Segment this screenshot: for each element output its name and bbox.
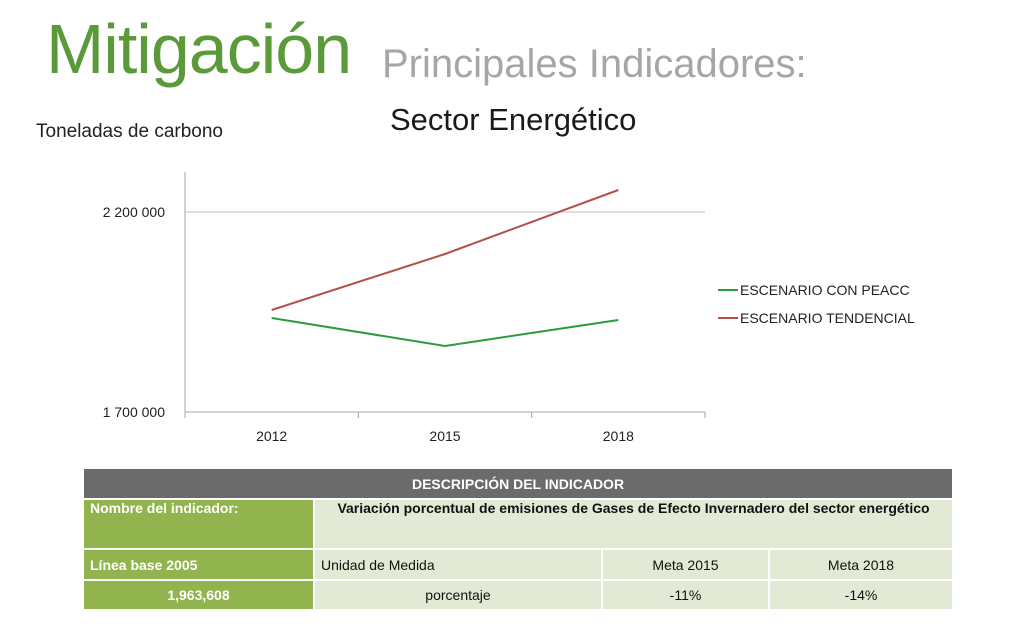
page-title: Mitigación <box>46 10 352 88</box>
goal-2015-value: -11% <box>601 579 770 611</box>
y-tick-label: 2 200 000 <box>103 204 165 220</box>
indicator-name-value: Variación porcentual de emisiones de Gas… <box>312 498 955 550</box>
chart-title: Sector Energético <box>390 102 637 137</box>
legend-label: ESCENARIO CON PEACC <box>740 282 910 298</box>
indicator-table: DESCRIPCIÓN DEL INDICADOR Nombre del ind… <box>81 467 955 611</box>
goal-2018-value: -14% <box>767 579 955 611</box>
baseline-value: 1,963,608 <box>82 579 315 611</box>
x-tick-label: 2018 <box>603 428 634 444</box>
line-chart: 1 700 000 2 200 000 2012 2015 2018 ESCENARIO … <box>103 172 915 444</box>
series-line-2 <box>271 189 619 311</box>
x-tick-label: 2015 <box>429 428 460 444</box>
legend-label: ESCENARIO TENDENCIAL <box>740 310 915 326</box>
y-axis-label: Toneladas de carbono <box>36 121 223 142</box>
page-subtitle: Principales Indicadores: <box>382 42 807 86</box>
baseline-label: Línea base 2005 <box>82 548 315 581</box>
unit-value: porcentaje <box>313 579 603 611</box>
unit-label: Unidad de Medida <box>313 548 603 581</box>
indicator-name-label: Nombre del indicador: <box>82 498 315 550</box>
table-header: DESCRIPCIÓN DEL INDICADOR <box>81 467 955 500</box>
goal-2015-label: Meta 2015 <box>601 548 770 581</box>
series-line-1 <box>271 317 619 348</box>
goal-2018-label: Meta 2018 <box>767 548 955 581</box>
y-tick-label: 1 700 000 <box>103 404 165 420</box>
x-tick-label: 2012 <box>256 428 287 444</box>
